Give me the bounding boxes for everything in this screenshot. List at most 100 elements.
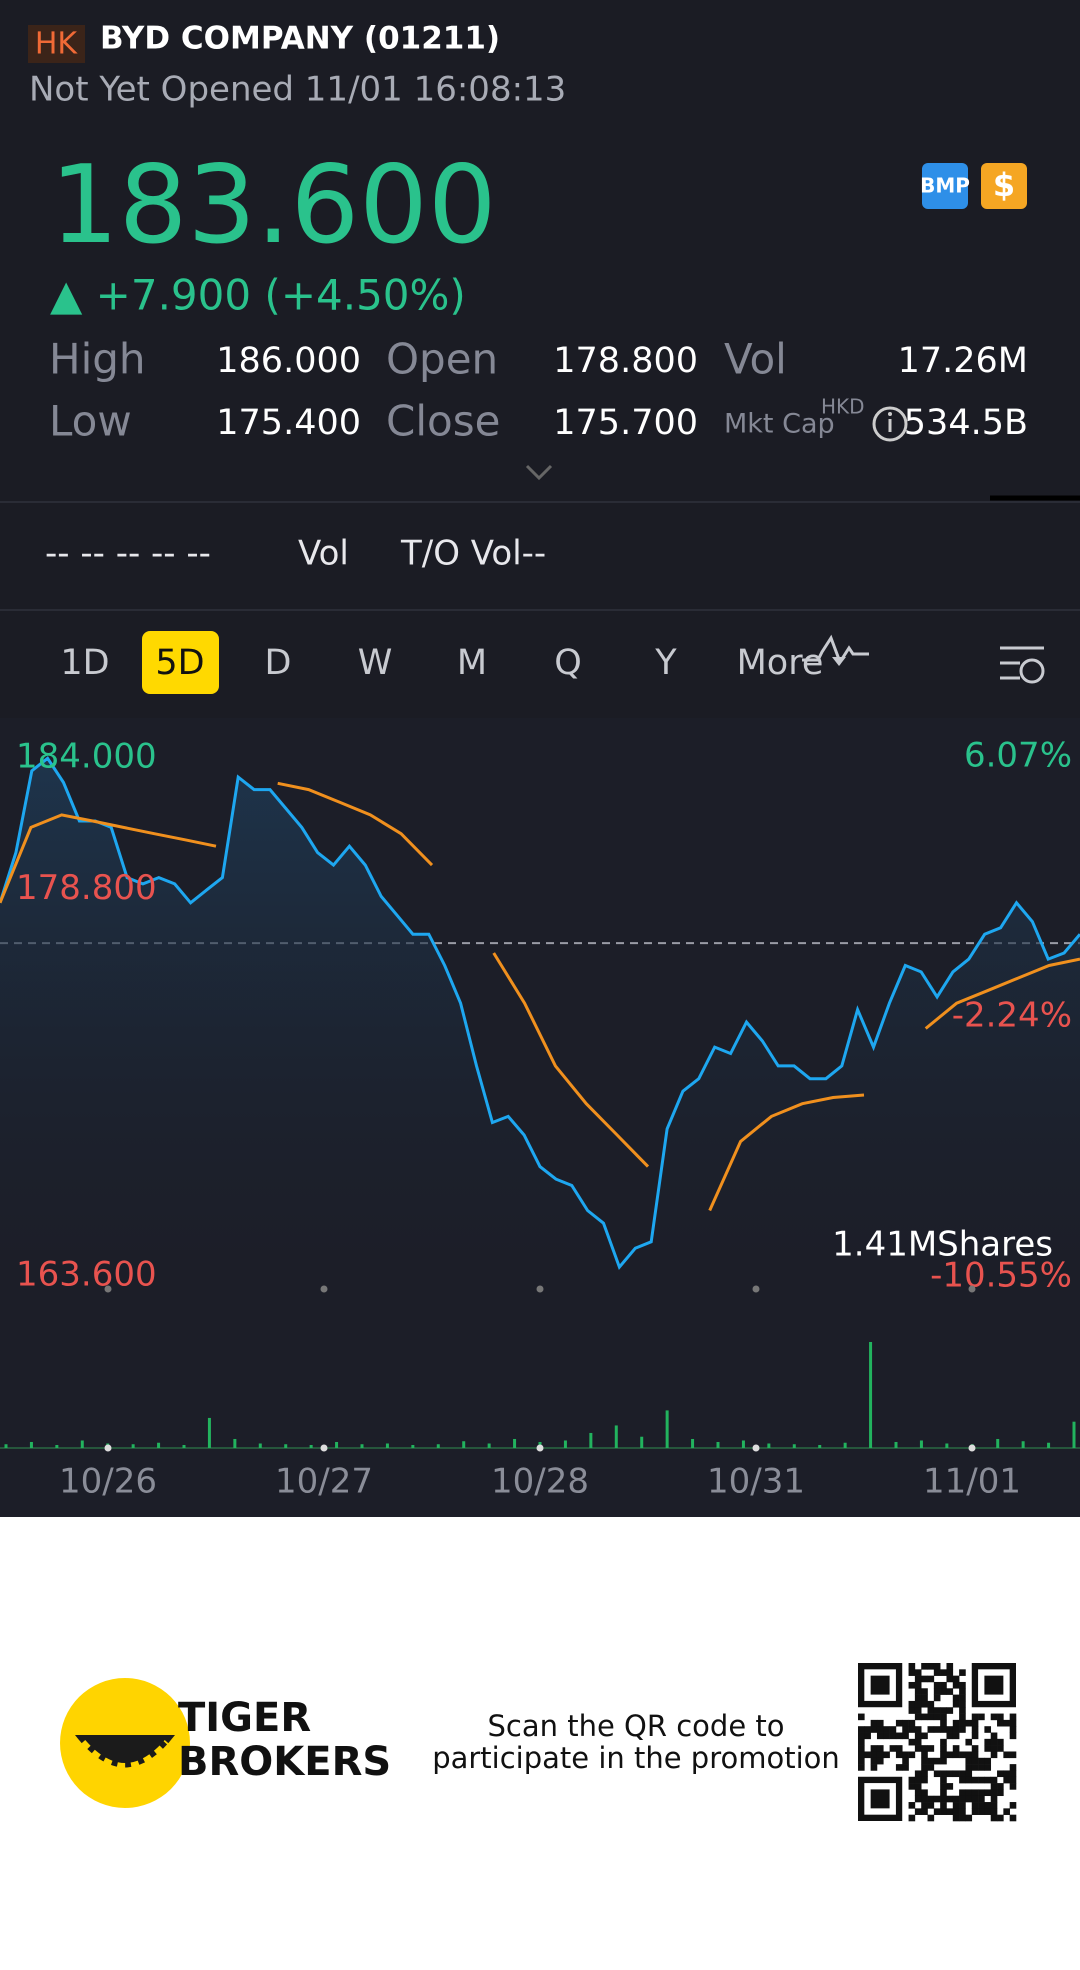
volume-bar xyxy=(360,1444,364,1448)
qr-module xyxy=(984,1764,992,1771)
volume-bar xyxy=(1021,1441,1025,1448)
qr-code[interactable] xyxy=(858,1663,1017,1822)
qr-module xyxy=(933,1694,941,1702)
qr-module xyxy=(908,1776,916,1784)
volume-bar xyxy=(80,1440,84,1448)
qr-module xyxy=(883,1751,890,1759)
dollar-badge[interactable] xyxy=(981,163,1027,209)
qr-module xyxy=(1009,1802,1017,1809)
qr-module xyxy=(990,1802,998,1809)
tab[interactable]: 1D xyxy=(60,643,109,683)
stat-label: Vol xyxy=(724,335,787,384)
qr-module xyxy=(971,1808,979,1815)
qr-module xyxy=(927,1700,935,1708)
qr-module xyxy=(933,1669,941,1676)
qr-module xyxy=(921,1764,928,1771)
qr-module xyxy=(914,1713,922,1721)
day-dot xyxy=(104,1285,112,1293)
volume-bar xyxy=(284,1444,288,1448)
qr-module xyxy=(895,1719,903,1727)
qr-module xyxy=(952,1675,960,1683)
qr-module xyxy=(921,1663,928,1670)
stat-value: 534.5B xyxy=(904,403,1028,443)
stat-label: Mkt Cap xyxy=(724,409,835,440)
qr-module xyxy=(965,1764,973,1771)
indicator-icon[interactable] xyxy=(802,634,869,666)
qr-module xyxy=(965,1751,973,1759)
qr-module xyxy=(914,1694,922,1702)
qr-module xyxy=(914,1707,922,1714)
tab[interactable]: D xyxy=(265,643,292,683)
qr-module xyxy=(1009,1814,1017,1822)
qr-module xyxy=(959,1814,966,1822)
volume-bar xyxy=(29,1441,33,1448)
tab[interactable]: More xyxy=(737,643,824,683)
qr-module xyxy=(965,1770,973,1778)
qr-module xyxy=(940,1795,947,1803)
qr-module xyxy=(927,1675,935,1683)
qr-module xyxy=(914,1675,922,1683)
tab[interactable]: W xyxy=(358,643,393,683)
volume-tick-label: 1.41MShares xyxy=(832,1225,1053,1265)
qr-module xyxy=(959,1669,966,1676)
qr-module xyxy=(952,1814,960,1822)
qr-module xyxy=(914,1726,922,1733)
qr-module xyxy=(990,1713,998,1721)
qr-module xyxy=(927,1707,935,1714)
day-dot xyxy=(320,1285,328,1293)
qr-module xyxy=(921,1776,928,1784)
qr-module xyxy=(927,1726,935,1733)
dollar-label: $ xyxy=(993,166,1015,204)
qr-module xyxy=(1003,1770,1010,1778)
day-dot xyxy=(536,1444,544,1452)
qr-module xyxy=(1003,1808,1010,1815)
qr-finder xyxy=(984,1675,1004,1695)
qr-module xyxy=(940,1688,947,1695)
tab[interactable]: 5D xyxy=(155,643,204,683)
qr-module xyxy=(933,1681,941,1689)
qr-module xyxy=(914,1681,922,1689)
qr-module xyxy=(940,1776,947,1784)
volume-bar xyxy=(436,1444,440,1448)
volume-bar xyxy=(894,1441,898,1448)
info-icon[interactable] xyxy=(872,406,908,442)
settings-icon[interactable] xyxy=(1000,646,1045,684)
qr-module xyxy=(940,1783,947,1790)
tab[interactable]: M xyxy=(457,643,487,683)
qr-module xyxy=(902,1764,909,1771)
bmp-badge[interactable] xyxy=(922,163,968,209)
qr-module xyxy=(858,1713,865,1721)
volume-bar xyxy=(869,1342,873,1448)
qr-module xyxy=(984,1776,992,1784)
x-tick-label: 10/26 xyxy=(59,1462,157,1502)
qr-module xyxy=(902,1719,909,1727)
expand-chevron[interactable] xyxy=(525,464,553,481)
qr-module xyxy=(864,1751,871,1759)
qr-module xyxy=(978,1757,985,1765)
tab[interactable]: Y xyxy=(654,643,677,683)
qr-module xyxy=(902,1726,909,1733)
qr-module xyxy=(933,1795,941,1803)
qr-module xyxy=(946,1688,954,1695)
tab[interactable]: Q xyxy=(554,643,582,683)
qr-finder xyxy=(870,1675,890,1695)
y2-tick-label: -10.55% xyxy=(930,1256,1072,1296)
qr-module xyxy=(965,1738,973,1746)
qr-module xyxy=(876,1726,884,1733)
qr-module xyxy=(965,1719,973,1727)
qr-module xyxy=(965,1757,973,1765)
qr-module xyxy=(921,1745,928,1752)
qr-module xyxy=(946,1726,954,1733)
stat-value: 175.400 xyxy=(216,403,361,443)
qr-module xyxy=(940,1789,947,1797)
price-line xyxy=(0,756,1080,1271)
x-tick-label: 10/28 xyxy=(491,1462,589,1502)
qr-module xyxy=(1009,1751,1017,1759)
stat-value: 17.26M xyxy=(898,341,1028,381)
volume-bar xyxy=(487,1443,491,1448)
price-change: ▲ +7.900 (+4.50%) xyxy=(50,271,466,320)
qr-module xyxy=(971,1764,979,1771)
volume-bar xyxy=(767,1443,771,1448)
qr-module xyxy=(914,1732,922,1740)
